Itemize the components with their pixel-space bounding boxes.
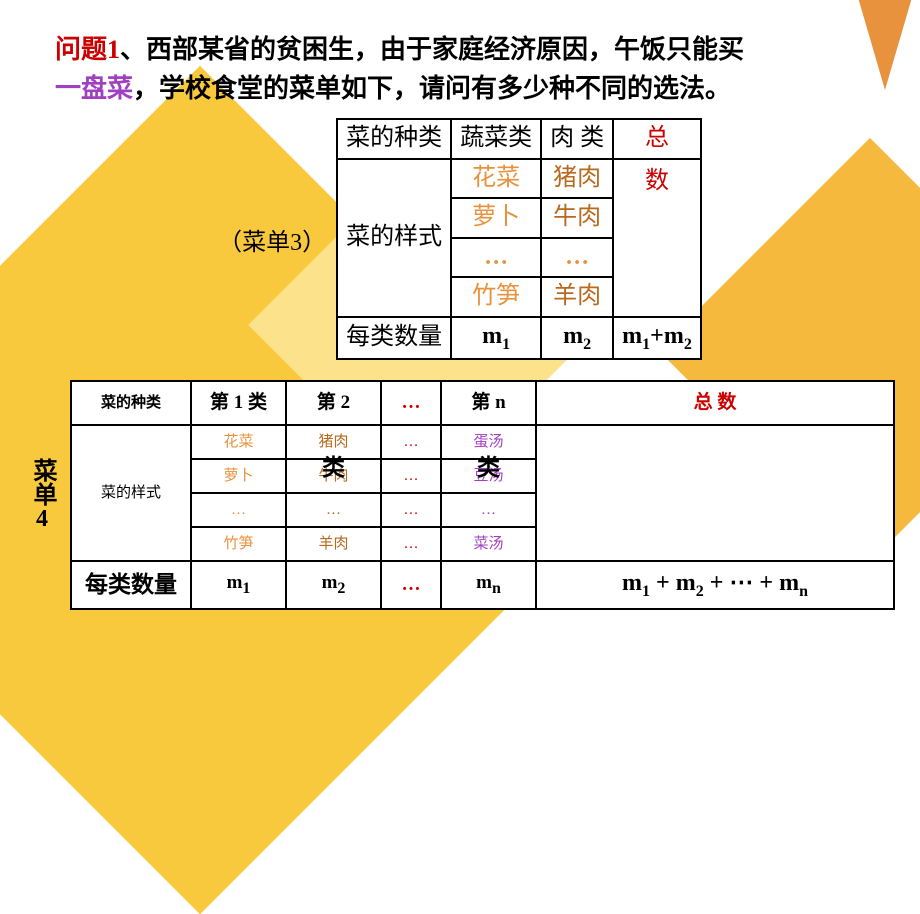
table-row: 菜的样式 花菜 猪肉 数: [337, 159, 701, 199]
style-label: 菜的样式: [71, 425, 191, 561]
cell: …: [381, 493, 441, 527]
qty-label: 每类数量: [71, 561, 191, 609]
qty-sum: m1+m2: [613, 317, 701, 359]
question-line2: ，学校食堂的菜单如下，请问有多少种不同的选法。: [133, 74, 731, 103]
cell-dots: …: [541, 238, 613, 278]
total-cell: [536, 425, 894, 561]
cell-meat: 牛肉: [541, 198, 613, 238]
total-label: 数: [613, 159, 701, 317]
cell: …: [441, 493, 536, 527]
header-c2: 第 2: [286, 381, 381, 425]
qty-m2: m2: [286, 561, 381, 609]
cell-meat: 羊肉: [541, 277, 613, 317]
menu3-label: （菜单3）: [218, 222, 326, 257]
table-row: 菜的种类 第 1 类 第 2 … 第 n 总 数: [71, 381, 894, 425]
cell-meat: 猪肉: [541, 159, 613, 199]
menu3-section: （菜单3） 菜的种类 蔬菜类 肉 类 总 菜的样式 花菜 猪肉 数 萝卜 牛肉 …: [0, 118, 920, 360]
header-veg: 蔬菜类: [451, 119, 541, 159]
qty-m1: m1: [191, 561, 286, 609]
table-row: 菜的样式 花菜 猪肉类 … 蛋汤类: [71, 425, 894, 459]
cell-veg: 花菜: [451, 159, 541, 199]
cell: 花菜: [191, 425, 286, 459]
header-total: 总: [613, 119, 701, 159]
cell: …: [381, 459, 441, 493]
cell-veg: 萝卜: [451, 198, 541, 238]
qty-mn: mn: [441, 561, 536, 609]
question-prefix: 问题1: [55, 35, 120, 64]
cell: 菜汤: [441, 527, 536, 561]
qty-m1: m1: [451, 317, 541, 359]
menu4-table: 菜的种类 第 1 类 第 2 … 第 n 总 数 菜的样式 花菜 猪肉类 … 蛋…: [70, 380, 895, 610]
cell: …: [381, 527, 441, 561]
header-kind: 菜的种类: [337, 119, 451, 159]
menu4-section: 菜单4 菜的种类 第 1 类 第 2 … 第 n 总 数 菜的样式 花菜 猪肉类…: [0, 380, 920, 610]
header-total: 总 数: [536, 381, 894, 425]
cell: …: [191, 493, 286, 527]
cell: 猪肉类: [286, 425, 381, 459]
cell: 竹笋: [191, 527, 286, 561]
header-kind: 菜的种类: [71, 381, 191, 425]
table-row: 每类数量 m1 m2 m1+m2: [337, 317, 701, 359]
cell-veg: 竹笋: [451, 277, 541, 317]
slide-content: 问题1、西部某省的贫困生，由于家庭经济原因，午饭只能买 一盘菜，学校食堂的菜单如…: [0, 0, 920, 690]
cell: 萝卜: [191, 459, 286, 493]
question-line1: 西部某省的贫困生，由于家庭经济原因，午饭只能买: [146, 35, 744, 64]
header-meat: 肉 类: [541, 119, 613, 159]
header-c1: 第 1 类: [191, 381, 286, 425]
qty-dots: …: [381, 561, 441, 609]
cell: …: [381, 425, 441, 459]
cell: 蛋汤类: [441, 425, 536, 459]
table-row: 菜的种类 蔬菜类 肉 类 总: [337, 119, 701, 159]
question-sep: 、: [120, 35, 146, 64]
qty-sum: m1 + m2 + ⋯ + mn: [536, 561, 894, 609]
cell: …: [286, 493, 381, 527]
question-highlight: 一盘菜: [55, 74, 133, 103]
style-label: 菜的样式: [337, 159, 451, 317]
header-cn: 第 n: [441, 381, 536, 425]
cell: 羊肉: [286, 527, 381, 561]
qty-m2: m2: [541, 317, 613, 359]
header-dots: …: [381, 381, 441, 425]
question-text: 问题1、西部某省的贫困生，由于家庭经济原因，午饭只能买 一盘菜，学校食堂的菜单如…: [0, 30, 920, 108]
menu3-table: 菜的种类 蔬菜类 肉 类 总 菜的样式 花菜 猪肉 数 萝卜 牛肉 … … 竹笋…: [336, 118, 702, 360]
cell-dots: …: [451, 238, 541, 278]
menu4-label: 菜单4: [25, 458, 60, 532]
table-row: 每类数量 m1 m2 … mn m1 + m2 + ⋯ + mn: [71, 561, 894, 609]
qty-label: 每类数量: [337, 317, 451, 359]
